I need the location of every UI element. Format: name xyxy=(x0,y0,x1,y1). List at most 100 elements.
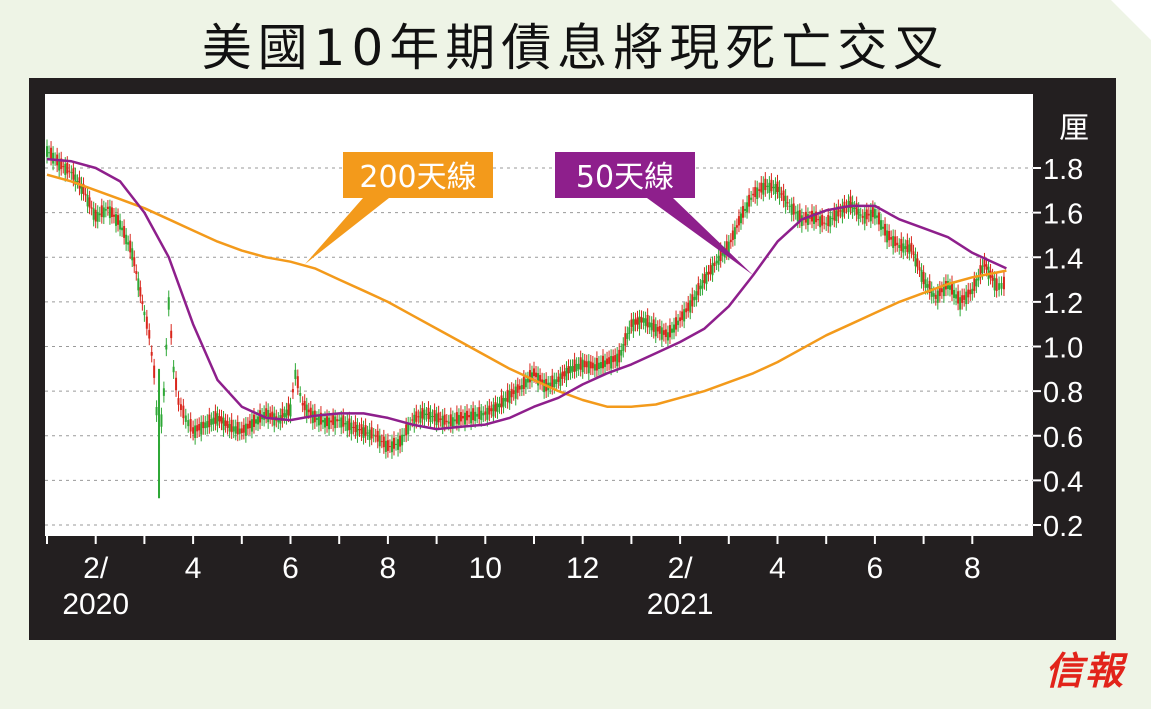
candle-body xyxy=(742,206,745,218)
y-tick-label: 1.4 xyxy=(1043,243,1083,275)
candle-body xyxy=(182,405,185,419)
candle-body xyxy=(668,325,671,338)
candle-body xyxy=(271,411,274,420)
candle-body xyxy=(882,226,885,229)
candle-body xyxy=(697,283,700,296)
candle-body xyxy=(756,187,759,200)
chart: 0.2 0.4 0.6 0.8 1.0 1.2 1.4 1.6 1.8 厘 2/2020 4 6 8 10 1… xyxy=(45,94,1089,621)
candle-body xyxy=(713,262,716,266)
candle-body xyxy=(210,419,213,425)
candle-body xyxy=(825,223,828,225)
candle-body xyxy=(888,230,891,241)
candle-body xyxy=(309,407,312,417)
candle-body xyxy=(390,441,393,453)
candle-body xyxy=(914,254,917,267)
candle-body xyxy=(372,434,375,436)
candle-body xyxy=(303,400,306,411)
plot-area xyxy=(45,94,1033,536)
candle-body xyxy=(528,370,531,383)
candle-body xyxy=(861,215,864,218)
x-tick-label: 8 xyxy=(964,552,981,585)
candle-body xyxy=(595,358,598,371)
candle-body xyxy=(559,373,562,386)
candle-body xyxy=(352,426,355,428)
candle-body xyxy=(358,429,361,431)
candle-body xyxy=(281,408,284,421)
candle-body xyxy=(502,397,505,407)
candle-body xyxy=(376,430,379,442)
candle-body xyxy=(498,403,501,408)
candle-body xyxy=(419,411,422,423)
candle-body xyxy=(175,377,178,391)
candle-body xyxy=(898,244,901,248)
candle-body xyxy=(421,407,424,419)
candle-body xyxy=(192,427,195,434)
candle-body xyxy=(670,328,673,333)
y-tick-label: 0.2 xyxy=(1043,511,1083,543)
candle-body xyxy=(786,202,789,204)
candle-body xyxy=(780,193,783,195)
candle-body xyxy=(323,418,326,428)
candle-body xyxy=(315,417,318,420)
candle-body xyxy=(415,411,418,422)
candle-body xyxy=(94,209,97,222)
candle-body xyxy=(681,311,684,320)
candle-body xyxy=(317,415,320,426)
candle-body xyxy=(711,263,714,276)
candle-body xyxy=(656,326,659,332)
candle-body xyxy=(457,414,460,425)
candle-body xyxy=(910,242,913,252)
candle-body xyxy=(135,271,138,274)
candle-body xyxy=(774,183,777,194)
candle-body xyxy=(370,427,373,439)
candle-body xyxy=(392,437,395,449)
x-tick-label: 2/ xyxy=(668,552,694,585)
x-tick-year-label: 2021 xyxy=(647,588,714,621)
candle-body xyxy=(289,404,292,417)
candle-body xyxy=(650,322,653,331)
candle-body xyxy=(794,212,797,214)
candle-body xyxy=(971,288,974,294)
candle-body xyxy=(200,422,203,435)
candle-body xyxy=(561,371,564,379)
candle-body xyxy=(768,182,771,193)
y-unit-label: 厘 xyxy=(1059,111,1089,146)
candle-body xyxy=(900,238,903,251)
candle-body xyxy=(72,168,75,180)
y-tick-label: 0.6 xyxy=(1043,422,1083,454)
candle-body xyxy=(401,434,404,446)
candle-body xyxy=(948,285,951,290)
annotation-200ma-label: 200天線 xyxy=(359,160,476,195)
candle-body xyxy=(908,244,911,254)
candle-body xyxy=(654,324,657,337)
candle-body xyxy=(981,265,984,274)
candle-body xyxy=(299,392,302,396)
candle-body xyxy=(841,205,844,217)
candle-body xyxy=(991,275,994,281)
candle-body xyxy=(875,215,878,218)
candle-body xyxy=(488,405,491,415)
candle-body xyxy=(506,389,509,402)
candle-body xyxy=(145,316,148,329)
candle-body xyxy=(204,422,207,429)
candle-body xyxy=(608,357,611,364)
candle-body xyxy=(252,414,255,427)
candle-body xyxy=(930,288,933,297)
candle-body xyxy=(784,195,787,208)
candle-body xyxy=(86,194,89,207)
candle-body xyxy=(565,367,568,381)
candle-body xyxy=(155,407,158,416)
candle-body xyxy=(693,296,696,301)
candle-body xyxy=(386,440,389,451)
candle-body xyxy=(170,330,173,339)
candle-body xyxy=(762,182,765,195)
candle-body xyxy=(119,220,122,230)
candle-body xyxy=(148,330,151,339)
candle-body xyxy=(216,413,219,426)
candle-body xyxy=(955,294,958,299)
candle-body xyxy=(973,278,976,291)
candle-body xyxy=(332,415,335,425)
candle-body xyxy=(744,208,747,211)
candle-body xyxy=(606,358,609,365)
candle-body xyxy=(969,289,972,295)
